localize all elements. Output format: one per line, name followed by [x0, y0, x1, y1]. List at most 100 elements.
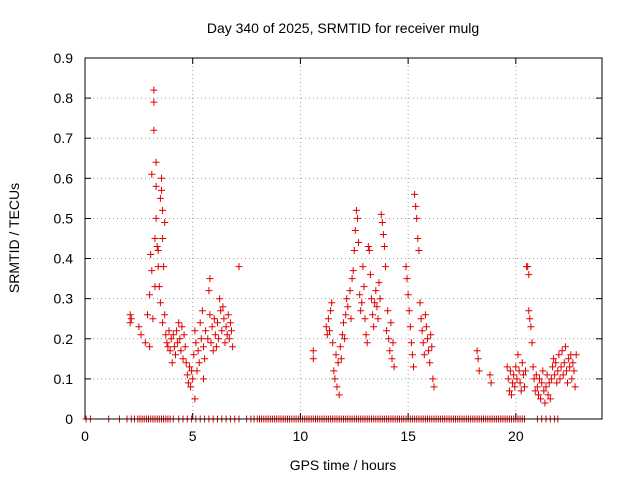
- y-tick-label: 0.1: [54, 371, 74, 387]
- data-point: [559, 371, 567, 379]
- data-point: [190, 351, 198, 359]
- data-point: [341, 335, 349, 343]
- data-point: [186, 363, 193, 371]
- data-point: [551, 371, 559, 379]
- data-point: [176, 335, 184, 343]
- data-point: [328, 299, 336, 307]
- data-point: [349, 267, 357, 275]
- data-point: [375, 279, 383, 287]
- data-point: [390, 363, 398, 371]
- data-point: [568, 375, 576, 383]
- data-point: [546, 395, 554, 403]
- data-point: [352, 206, 360, 214]
- data-point: [184, 379, 192, 387]
- data-point: [362, 331, 370, 339]
- data-point: [177, 347, 185, 355]
- y-tick-label: 0.5: [54, 210, 74, 226]
- data-point: [550, 355, 557, 363]
- data-point: [156, 299, 164, 307]
- data-point: [183, 371, 191, 379]
- data-point: [340, 319, 347, 327]
- data-point: [167, 335, 175, 343]
- data-point: [552, 359, 560, 367]
- data-point: [384, 307, 392, 315]
- data-point: [545, 379, 553, 387]
- data-point: [327, 307, 335, 315]
- data-point: [531, 387, 539, 395]
- data-point: [378, 219, 386, 226]
- data-point: [159, 235, 167, 242]
- data-point: [549, 363, 556, 371]
- data-point: [126, 319, 134, 327]
- data-point: [331, 375, 339, 383]
- data-point: [555, 351, 563, 359]
- data-point: [525, 307, 533, 315]
- data-point: [537, 395, 545, 403]
- data-point: [365, 247, 373, 254]
- data-point: [146, 291, 154, 299]
- data-point: [324, 315, 332, 323]
- data-point: [181, 343, 189, 351]
- data-point: [221, 339, 229, 347]
- data-point: [428, 343, 436, 351]
- data-point: [519, 371, 527, 379]
- data-point: [127, 315, 135, 323]
- data-point: [210, 315, 218, 323]
- data-point: [223, 331, 231, 339]
- data-point: [309, 355, 317, 363]
- data-point: [540, 387, 548, 395]
- data-point: [346, 287, 354, 295]
- data-point: [208, 323, 216, 331]
- data-point: [421, 311, 429, 319]
- data-point: [175, 319, 183, 327]
- data-point: [198, 307, 206, 315]
- data-point: [343, 295, 351, 303]
- y-tick-label: 0.9: [54, 50, 74, 66]
- data-point: [542, 383, 550, 391]
- data-point: [377, 210, 385, 218]
- y-tick-label: 0.2: [54, 331, 74, 347]
- data-point: [389, 339, 397, 347]
- data-point: [187, 383, 195, 391]
- data-point: [564, 379, 571, 387]
- data-point: [426, 359, 434, 367]
- data-point: [425, 347, 433, 355]
- data-point: [413, 214, 421, 222]
- data-point: [224, 311, 232, 319]
- data-point: [200, 375, 207, 383]
- data-point: [322, 323, 330, 331]
- data-point: [414, 235, 422, 242]
- chart-title: Day 340 of 2025, SRMTID for receiver mul…: [207, 20, 479, 36]
- data-point: [532, 371, 540, 379]
- data-point: [159, 206, 167, 214]
- data-point: [541, 399, 549, 407]
- data-point: [173, 327, 181, 335]
- x-axis-label: GPS time / hours: [290, 457, 397, 473]
- data-point: [189, 375, 197, 383]
- data-point: [518, 359, 526, 367]
- data-point: [561, 343, 569, 351]
- data-point: [418, 327, 426, 335]
- data-point: [201, 355, 209, 363]
- data-point: [508, 391, 515, 399]
- data-point: [515, 367, 523, 375]
- data-point: [368, 295, 375, 303]
- x-tick-label: 5: [189, 428, 197, 444]
- plot-frame: [84, 57, 603, 420]
- data-point: [406, 323, 414, 331]
- data-point: [538, 379, 546, 387]
- data-point: [228, 327, 235, 335]
- data-point: [525, 271, 533, 279]
- data-point: [135, 323, 143, 331]
- data-point: [202, 327, 210, 335]
- data-point: [424, 335, 431, 343]
- data-point: [194, 347, 202, 355]
- data-point: [429, 375, 437, 383]
- data-point: [417, 315, 425, 323]
- data-point: [554, 367, 562, 375]
- data-point: [347, 315, 355, 323]
- data-point: [144, 311, 151, 319]
- data-point: [386, 347, 394, 355]
- data-point: [527, 323, 535, 331]
